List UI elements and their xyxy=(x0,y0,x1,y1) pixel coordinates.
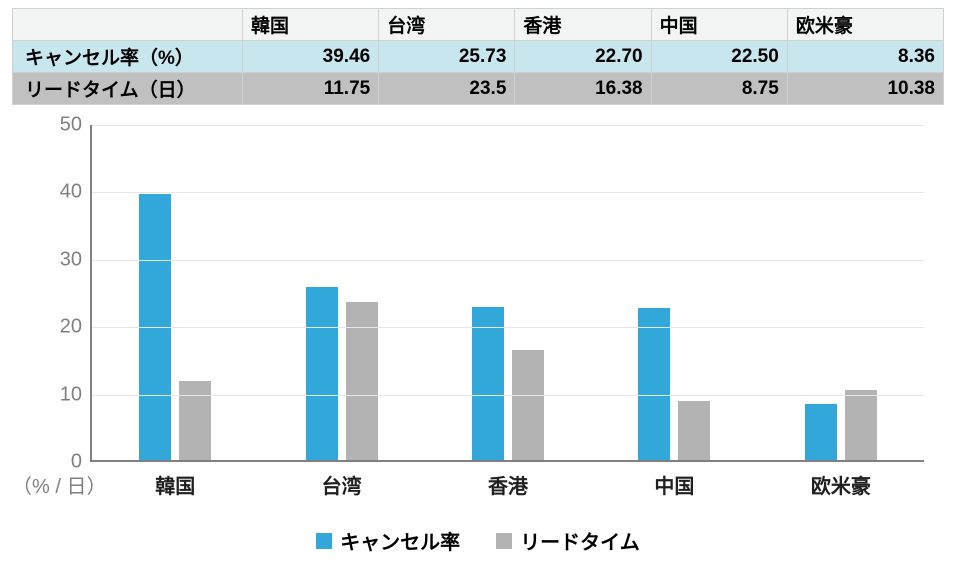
axis-unit-label: （% / 日） xyxy=(12,470,106,499)
data-table: 韓国 台湾 香港 中国 欧米豪 キャンセル率（%） 39.46 25.73 22… xyxy=(12,8,944,105)
y-tick-label: 30 xyxy=(26,248,82,271)
gridline xyxy=(92,192,924,193)
y-tick-label: 50 xyxy=(26,114,82,137)
row-label: リードタイム（日） xyxy=(13,73,243,105)
legend-swatch-icon xyxy=(316,533,332,549)
table-cell: 25.73 xyxy=(379,41,515,73)
bar-lead-time xyxy=(179,381,211,460)
bar-lead-time xyxy=(845,390,877,460)
bar-group: 香港 xyxy=(425,125,591,460)
x-tick-label: 台湾 xyxy=(322,470,362,499)
x-tick-label: 中国 xyxy=(654,470,694,499)
legend-label: リードタイム xyxy=(520,526,640,555)
gridline xyxy=(92,125,924,126)
table-cell: 16.38 xyxy=(515,73,651,105)
table-col-header: 韓国 xyxy=(243,9,379,41)
table-header-row: 韓国 台湾 香港 中国 欧米豪 xyxy=(13,9,944,41)
bar-cancel-rate xyxy=(472,307,504,460)
table-cell: 23.5 xyxy=(379,73,515,105)
y-tick-label: 0 xyxy=(26,451,82,474)
table-col-header: 香港 xyxy=(515,9,651,41)
table-cell: 8.75 xyxy=(651,73,787,105)
bar-group: 韓国 xyxy=(92,125,258,460)
bar-chart: 韓国台湾香港中国欧米豪 （% / 日） キャンセル率 リードタイム 010203… xyxy=(12,125,944,555)
legend: キャンセル率 リードタイム xyxy=(12,526,944,555)
table-cell: 22.70 xyxy=(515,41,651,73)
table-col-header: 欧米豪 xyxy=(787,9,943,41)
gridline xyxy=(92,395,924,396)
table-row: リードタイム（日） 11.75 23.5 16.38 8.75 10.38 xyxy=(13,73,944,105)
bar-group: 欧米豪 xyxy=(758,125,924,460)
table-cell: 39.46 xyxy=(243,41,379,73)
y-tick-label: 40 xyxy=(26,181,82,204)
legend-item: リードタイム xyxy=(496,526,640,555)
y-tick-label: 20 xyxy=(26,316,82,339)
x-tick-label: 欧米豪 xyxy=(811,470,871,499)
table-cell: 11.75 xyxy=(243,73,379,105)
table-col-header: 台湾 xyxy=(379,9,515,41)
bar-groups: 韓国台湾香港中国欧米豪 xyxy=(92,125,924,460)
legend-swatch-icon xyxy=(496,533,512,549)
gridline xyxy=(92,327,924,328)
table-row: キャンセル率（%） 39.46 25.73 22.70 22.50 8.36 xyxy=(13,41,944,73)
gridline xyxy=(92,260,924,261)
x-tick-label: 香港 xyxy=(488,470,528,499)
bar-lead-time xyxy=(346,302,378,460)
row-label: キャンセル率（%） xyxy=(13,41,243,73)
x-tick-label: 韓国 xyxy=(155,470,195,499)
legend-label: キャンセル率 xyxy=(340,526,460,555)
bar-lead-time xyxy=(512,350,544,460)
table-cell: 22.50 xyxy=(651,41,787,73)
bar-cancel-rate xyxy=(306,287,338,460)
bar-cancel-rate xyxy=(805,404,837,460)
bar-lead-time xyxy=(678,401,710,460)
table-cell: 10.38 xyxy=(787,73,943,105)
bar-cancel-rate xyxy=(638,308,670,460)
table-corner-cell xyxy=(13,9,243,41)
y-tick-label: 10 xyxy=(26,383,82,406)
plot-area: 韓国台湾香港中国欧米豪 xyxy=(90,125,924,462)
table-cell: 8.36 xyxy=(787,41,943,73)
table-col-header: 中国 xyxy=(651,9,787,41)
legend-item: キャンセル率 xyxy=(316,526,460,555)
bar-group: 中国 xyxy=(591,125,757,460)
bar-group: 台湾 xyxy=(258,125,424,460)
